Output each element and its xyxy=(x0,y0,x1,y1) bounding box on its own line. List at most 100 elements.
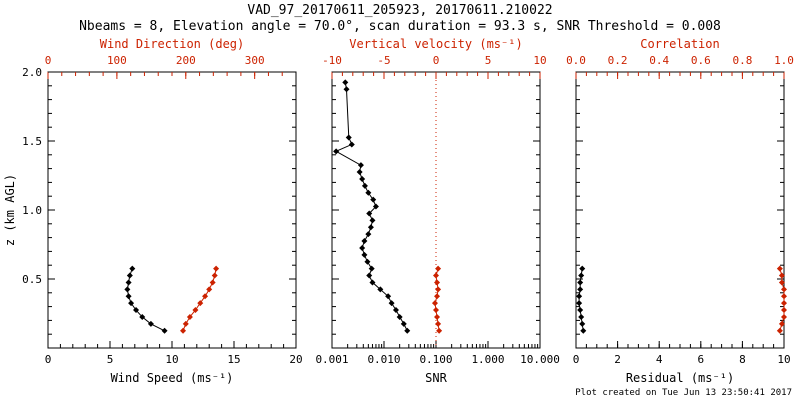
data-point-snr-profile xyxy=(356,169,363,176)
data-point-correlation xyxy=(776,327,783,334)
data-point-snr-profile xyxy=(369,217,376,224)
data-point-wind-speed xyxy=(124,286,131,293)
tick-label: 0.100 xyxy=(419,353,452,366)
tick-label: 2 xyxy=(614,353,621,366)
data-point-wind-speed xyxy=(161,327,168,334)
tick-label: 0 xyxy=(45,54,52,67)
data-point-wind-speed xyxy=(125,293,132,300)
data-point-residual xyxy=(577,279,584,286)
tick-label: 10 xyxy=(533,54,546,67)
data-point-snr-profile xyxy=(359,175,366,182)
data-point-vertical-velocity xyxy=(435,320,442,327)
data-point-snr-profile xyxy=(368,265,375,272)
data-point-snr-profile xyxy=(345,134,352,141)
tick-label: 10 xyxy=(777,353,790,366)
tick-label: 0.001 xyxy=(315,353,348,366)
tick-label: 8 xyxy=(739,353,746,366)
data-point-correlation xyxy=(781,286,787,293)
series-line-vertical-velocity xyxy=(434,268,440,331)
tick-label: 10 xyxy=(165,353,178,366)
data-point-vertical-velocity xyxy=(434,293,441,300)
data-point-wind-direction xyxy=(211,272,218,279)
ytick-label: 1.0 xyxy=(22,204,42,217)
data-point-correlation xyxy=(778,320,785,327)
data-point-snr-profile xyxy=(400,320,407,327)
series-line-snr-profile xyxy=(334,82,408,332)
data-point-correlation xyxy=(781,293,787,300)
ytick-label: 0.5 xyxy=(22,273,42,286)
data-point-snr-profile xyxy=(369,279,376,286)
data-point-vertical-velocity xyxy=(431,300,438,307)
panel-frame xyxy=(47,71,297,349)
tick-label: 0 xyxy=(573,353,580,366)
data-point-snr-profile xyxy=(366,210,373,217)
data-point-snr-profile xyxy=(366,272,373,279)
series-line-residual xyxy=(578,268,584,331)
data-point-correlation xyxy=(776,265,783,272)
data-point-wind-speed xyxy=(125,279,132,286)
tick-label: 0.0 xyxy=(566,54,586,67)
data-point-correlation xyxy=(778,279,785,286)
data-point-vertical-velocity xyxy=(436,327,443,334)
data-point-wind-speed xyxy=(133,307,140,314)
panel-snr: 0.001 0.010 0.100 1.000 10.000 SNR -10 -5 0 5 10 Ve… xyxy=(315,37,559,385)
data-point-snr-profile xyxy=(404,327,411,334)
data-point-wind-direction xyxy=(213,265,220,272)
data-point-vertical-velocity xyxy=(433,272,439,279)
data-point-wind-direction xyxy=(192,307,199,314)
plot-created-timestamp: Plot created on Tue Jun 13 23:50:41 2017 xyxy=(575,388,792,398)
y-axis-title: z (km AGL) xyxy=(3,174,17,246)
data-point-snr-profile xyxy=(357,162,364,169)
tick-label: 15 xyxy=(227,353,240,366)
data-point-correlation xyxy=(781,313,787,320)
tick-label: 0.6 xyxy=(691,54,711,67)
data-point-wind-speed xyxy=(128,300,135,307)
tick-label: -10 xyxy=(322,54,342,67)
tick-label: 5 xyxy=(485,54,492,67)
data-point-snr-profile xyxy=(343,86,350,93)
data-point-residual xyxy=(580,327,587,334)
tick-label: 20 xyxy=(289,353,302,366)
data-point-wind-direction xyxy=(186,313,193,320)
data-point-snr-profile xyxy=(392,307,399,314)
data-point-wind-direction xyxy=(180,327,187,334)
bottom-axis-title: SNR xyxy=(425,371,447,385)
bottom-axis-title: Residual (ms⁻¹) xyxy=(626,371,734,385)
tick-label: 5 xyxy=(107,353,114,366)
series-line-wind-speed xyxy=(126,268,165,332)
data-point-vertical-velocity xyxy=(435,265,442,272)
data-point-wind-speed xyxy=(129,265,136,272)
data-point-wind-speed xyxy=(147,320,154,327)
tick-label: 0.4 xyxy=(649,54,669,67)
data-point-snr-profile xyxy=(364,258,371,265)
data-point-snr-profile xyxy=(365,189,372,196)
tick-label: 0 xyxy=(45,353,52,366)
data-point-correlation xyxy=(781,307,787,314)
tick-label: 0.8 xyxy=(732,54,752,67)
data-point-vertical-velocity xyxy=(435,286,442,293)
data-point-residual xyxy=(576,300,583,307)
bottom-axis-title: Wind Speed (ms⁻¹) xyxy=(111,371,234,385)
data-point-snr-profile xyxy=(333,148,340,155)
data-point-wind-direction xyxy=(206,286,213,293)
panel-frame xyxy=(575,71,785,349)
tick-label: 0.2 xyxy=(608,54,628,67)
data-point-residual xyxy=(576,293,583,300)
data-point-residual xyxy=(579,265,586,272)
panel-residual: 0 2 4 6 8 10 Residual (ms⁻¹) 0.0 0.2 0.4 0.6 0.8 1.0… xyxy=(566,37,794,385)
data-point-snr-profile xyxy=(348,141,355,148)
data-point-snr-profile xyxy=(361,182,368,189)
data-point-snr-profile xyxy=(372,203,379,210)
data-point-snr-profile xyxy=(361,251,368,258)
data-point-snr-profile xyxy=(367,224,374,231)
data-point-snr-profile xyxy=(359,244,366,251)
data-point-snr-profile xyxy=(396,313,403,320)
series-line-correlation xyxy=(779,268,785,331)
data-point-wind-direction xyxy=(197,300,204,307)
data-point-wind-direction xyxy=(182,320,189,327)
data-point-residual xyxy=(579,320,586,327)
data-point-snr-profile xyxy=(370,196,377,203)
data-point-snr-profile xyxy=(365,231,372,238)
